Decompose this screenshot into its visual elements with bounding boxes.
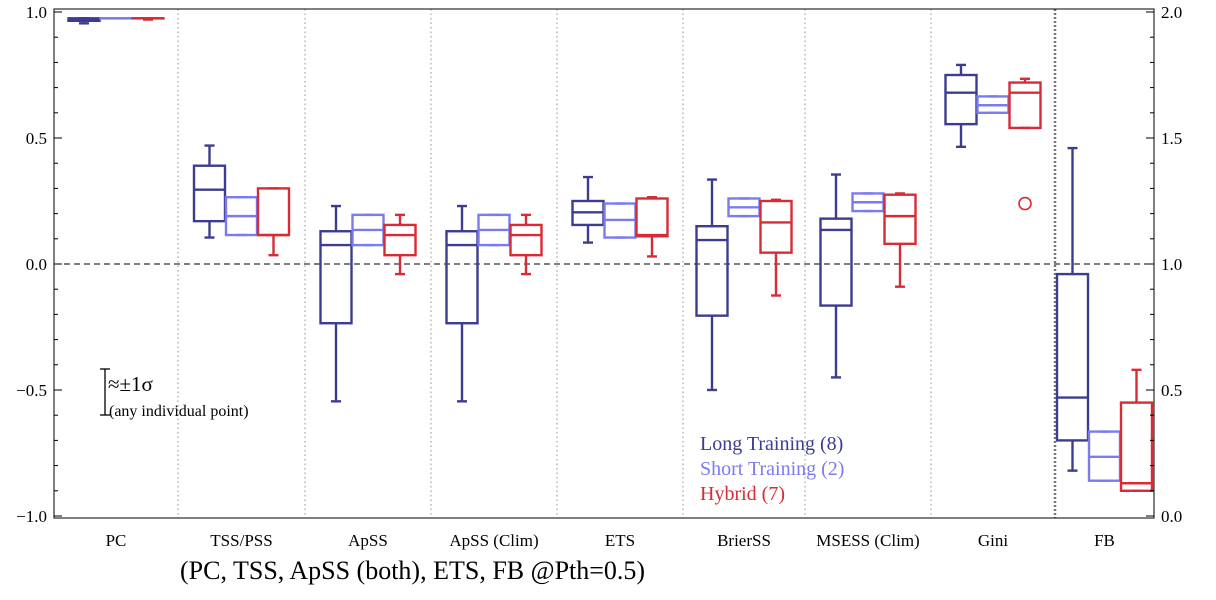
box-iqr [256, 187, 291, 237]
y-tick-label-left: 0.5 [26, 129, 47, 148]
x-tick-label: ApSS (Clim) [449, 531, 538, 550]
box-iqr [445, 230, 479, 325]
legend-entry-hybrid: Hybrid (7) [700, 483, 785, 505]
x-tick-label: MSESS (Clim) [816, 531, 919, 550]
y-tick-label-right: 1.0 [1161, 255, 1182, 274]
sigma-annotation: ≈±1σ (any individual point) [100, 368, 249, 420]
box-iqr [944, 73, 978, 126]
box-iqr [819, 217, 853, 307]
box-outlier [1018, 196, 1032, 211]
x-tick-label: TSS/PSS [210, 531, 272, 550]
box-iqr [1008, 81, 1042, 130]
x-tick-label: FB [1094, 531, 1115, 550]
x-tick-label: PC [106, 531, 127, 550]
y-tick-label-left: −1.0 [16, 507, 47, 526]
x-tick-label: BrierSS [717, 531, 771, 550]
box-iqr [509, 223, 543, 257]
legend-entry-short-training: Short Training (2) [700, 458, 844, 480]
y-tick-label-left: 1.0 [26, 3, 47, 22]
sigma-sublabel: (any individual point) [109, 403, 249, 420]
y-tick-label-right: 2.0 [1161, 3, 1182, 22]
grid-layer [177, 9, 1057, 518]
y-tick-label-left: −0.5 [16, 381, 47, 400]
x-tick-label: ETS [605, 531, 635, 550]
box-layer [67, 17, 1154, 493]
axis-layer: 1.0 0.5 0.0 −0.5 −1.0 2.0 1.5 1.0 0.5 0.0 PC TSS/PS… [16, 3, 1182, 550]
box-iqr [383, 223, 417, 257]
box-iqr [192, 164, 227, 223]
y-tick-label-right: 0.5 [1161, 381, 1182, 400]
y-tick-label-right: 0.0 [1161, 507, 1182, 526]
y-tick-label-left: 0.0 [26, 255, 47, 274]
box-iqr [1055, 272, 1090, 442]
y-tick-label-right: 1.5 [1161, 129, 1182, 148]
legend-entry-long-training: Long Training (8) [700, 433, 843, 455]
box-iqr [695, 224, 729, 317]
legend: Long Training (8) Short Training (2) Hyb… [700, 433, 844, 505]
box-iqr [1119, 401, 1154, 493]
box-iqr [635, 197, 669, 238]
box-iqr [759, 199, 793, 254]
chart-caption: (PC, TSS, ApSS (both), ETS, FB @Pth=0.5) [180, 556, 646, 585]
x-tick-label: ApSS [348, 531, 388, 550]
box-iqr [319, 230, 353, 325]
box-iqr [883, 193, 917, 246]
sigma-label: ≈±1σ [108, 372, 153, 396]
x-tick-label: Gini [978, 531, 1009, 550]
